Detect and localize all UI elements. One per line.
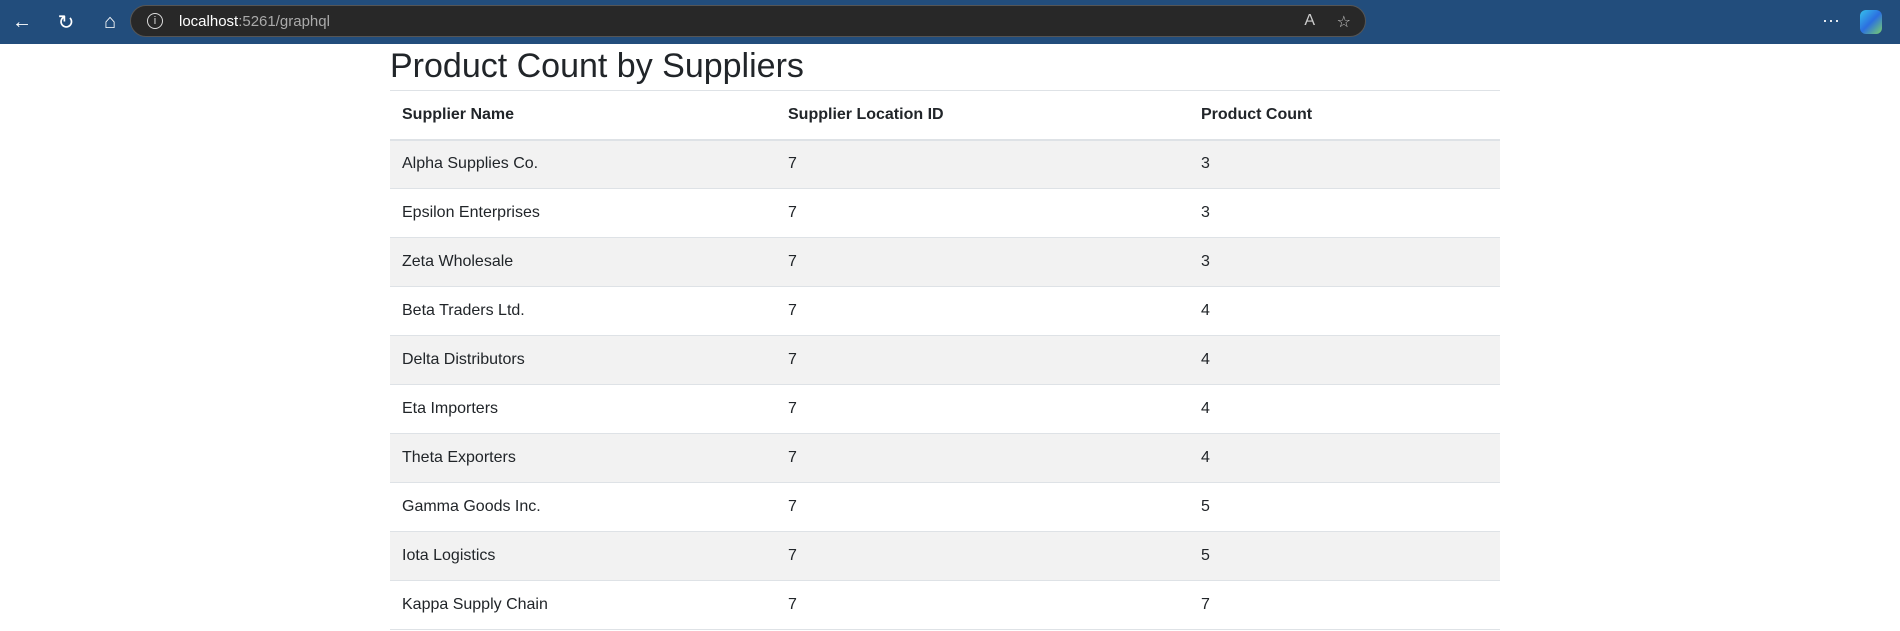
cell-supplier-location-id: 7 <box>776 188 1189 238</box>
cell-supplier-name: Beta Traders Ltd. <box>390 286 776 336</box>
table-header-row: Supplier Name Supplier Location ID Produ… <box>390 90 1500 141</box>
cell-supplier-location-id: 7 <box>776 335 1189 385</box>
cell-supplier-name: Alpha Supplies Co. <box>390 139 776 189</box>
table-row: Beta Traders Ltd. 7 4 <box>390 286 1500 336</box>
cell-product-count: 3 <box>1189 139 1500 189</box>
address-bar[interactable]: i localhost:5261/graphql A ☆ <box>130 5 1366 37</box>
header-supplier-location-id: Supplier Location ID <box>776 90 1189 141</box>
cell-supplier-location-id: 7 <box>776 286 1189 336</box>
home-icon[interactable]: ⌂ <box>103 10 117 33</box>
suppliers-table: Supplier Name Supplier Location ID Produ… <box>390 90 1500 630</box>
table-row: Alpha Supplies Co. 7 3 <box>390 139 1500 189</box>
cell-supplier-name: Eta Importers <box>390 384 776 434</box>
cell-product-count: 3 <box>1189 188 1500 238</box>
table-row: Delta Distributors 7 4 <box>390 335 1500 385</box>
table-row: Zeta Wholesale 7 3 <box>390 237 1500 287</box>
url-text[interactable]: localhost:5261/graphql <box>179 13 330 30</box>
cell-supplier-name: Epsilon Enterprises <box>390 188 776 238</box>
cell-supplier-location-id: 7 <box>776 580 1189 630</box>
header-product-count: Product Count <box>1189 90 1500 141</box>
cell-supplier-location-id: 7 <box>776 433 1189 483</box>
cell-product-count: 4 <box>1189 286 1500 336</box>
table-row: Epsilon Enterprises 7 3 <box>390 188 1500 238</box>
cell-supplier-name: Delta Distributors <box>390 335 776 385</box>
cell-supplier-location-id: 7 <box>776 139 1189 189</box>
main-content: Product Count by Suppliers Supplier Name… <box>390 44 1500 630</box>
refresh-icon[interactable]: ↻ <box>57 11 75 34</box>
url-path: :5261/graphql <box>238 12 330 30</box>
browser-toolbar: ← ↻ ⌂ i localhost:5261/graphql A ☆ ··· <box>0 0 1900 44</box>
copilot-icon[interactable] <box>1860 10 1882 34</box>
cell-supplier-name: Theta Exporters <box>390 433 776 483</box>
more-icon[interactable]: ··· <box>1822 10 1840 30</box>
header-supplier-name: Supplier Name <box>390 90 776 141</box>
table-row: Theta Exporters 7 4 <box>390 433 1500 483</box>
table-row: Eta Importers 7 4 <box>390 384 1500 434</box>
cell-supplier-location-id: 7 <box>776 482 1189 532</box>
cell-product-count: 5 <box>1189 482 1500 532</box>
cell-product-count: 5 <box>1189 531 1500 581</box>
url-host: localhost <box>179 12 239 30</box>
cell-product-count: 4 <box>1189 335 1500 385</box>
cell-supplier-location-id: 7 <box>776 384 1189 434</box>
info-icon[interactable]: i <box>147 13 163 29</box>
cell-supplier-name: Zeta Wholesale <box>390 237 776 287</box>
favorite-star-icon[interactable]: ☆ <box>1336 14 1351 31</box>
cell-supplier-name: Kappa Supply Chain <box>390 580 776 630</box>
cell-product-count: 7 <box>1189 580 1500 630</box>
back-icon[interactable]: ← <box>12 10 32 33</box>
page-title: Product Count by Suppliers <box>390 47 804 85</box>
cell-supplier-name: Iota Logistics <box>390 531 776 581</box>
cell-supplier-location-id: 7 <box>776 531 1189 581</box>
table-row: Kappa Supply Chain 7 7 <box>390 580 1500 630</box>
cell-supplier-location-id: 7 <box>776 237 1189 287</box>
cell-product-count: 4 <box>1189 384 1500 434</box>
cell-supplier-name: Gamma Goods Inc. <box>390 482 776 532</box>
read-aloud-icon[interactable]: A <box>1304 12 1315 29</box>
cell-product-count: 4 <box>1189 433 1500 483</box>
table-row: Iota Logistics 7 5 <box>390 531 1500 581</box>
table-row: Gamma Goods Inc. 7 5 <box>390 482 1500 532</box>
cell-product-count: 3 <box>1189 237 1500 287</box>
